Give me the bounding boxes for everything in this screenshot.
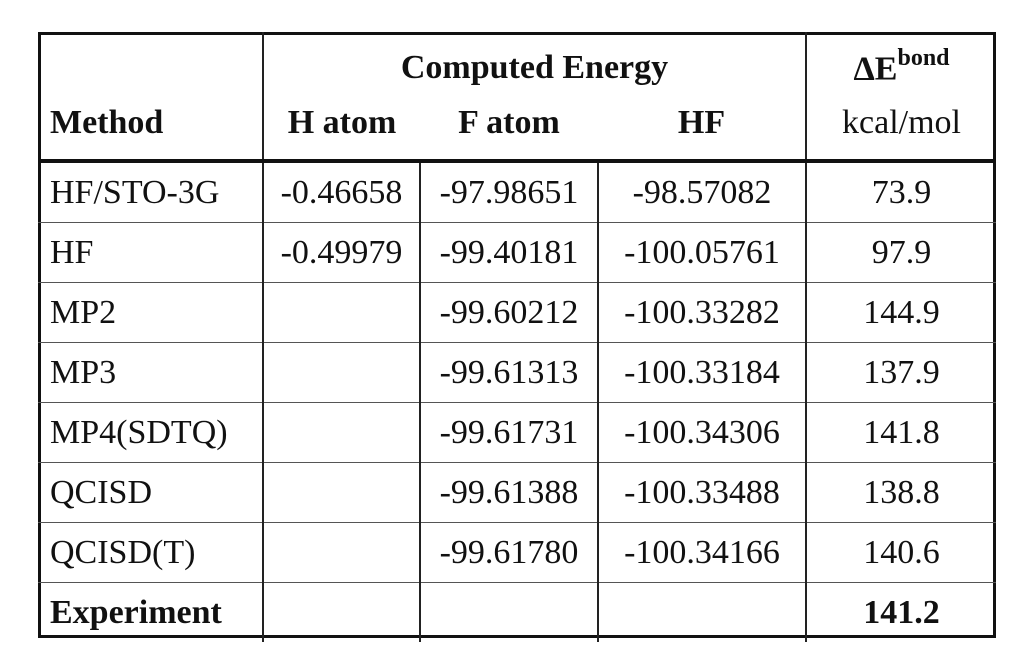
computed-energy-header: Computed Energy xyxy=(262,32,806,104)
table-row: MP2 -99.60212 -100.33282 144.9 xyxy=(38,282,996,343)
delta-e-cell: 141.8 xyxy=(805,402,996,463)
hf-cell: -100.33282 xyxy=(597,282,806,343)
hf-cell: -100.05761 xyxy=(597,222,806,283)
h-atom-header: H atom xyxy=(262,104,420,163)
f-atom-cell: -99.61731 xyxy=(419,402,598,463)
method-header: Method xyxy=(38,104,263,163)
delta-e-cell: 144.9 xyxy=(805,282,996,343)
method-cell: HF/STO-3G xyxy=(38,161,263,223)
hf-header: HF xyxy=(598,104,806,163)
h-atom-cell xyxy=(262,522,420,583)
table-row: Experiment 141.2 xyxy=(38,582,996,642)
method-cell: HF xyxy=(38,222,263,283)
h-atom-cell xyxy=(262,282,420,343)
hf-cell: -100.33488 xyxy=(597,462,806,523)
hf-cell: -98.57082 xyxy=(597,161,806,223)
h-atom-cell: -0.49979 xyxy=(262,222,420,283)
f-atom-cell xyxy=(419,582,598,642)
hf-cell xyxy=(597,582,806,642)
delta-e-label: ΔE xyxy=(853,50,898,88)
h-atom-cell xyxy=(262,462,420,523)
energy-table: Computed Energy ΔEbond Method H atom F a… xyxy=(38,32,996,642)
f-atom-cell: -99.61388 xyxy=(419,462,598,523)
f-atom-cell: -99.60212 xyxy=(419,282,598,343)
f-atom-cell: -99.40181 xyxy=(419,222,598,283)
method-cell: QCISD xyxy=(38,462,263,523)
h-atom-cell xyxy=(262,582,420,642)
table-row: MP4(SDTQ) -99.61731 -100.34306 141.8 xyxy=(38,402,996,463)
table-row: MP3 -99.61313 -100.33184 137.9 xyxy=(38,342,996,403)
h-atom-cell xyxy=(262,402,420,463)
hf-cell: -100.34166 xyxy=(597,522,806,583)
f-atom-cell: -97.98651 xyxy=(419,161,598,223)
hf-cell: -100.33184 xyxy=(597,342,806,403)
method-cell: MP3 xyxy=(38,342,263,403)
delta-e-superscript: bond xyxy=(897,45,950,72)
table-row: HF/STO-3G -0.46658 -97.98651 -98.57082 7… xyxy=(38,161,996,223)
header-blank-cell xyxy=(38,32,263,104)
h-atom-cell: -0.46658 xyxy=(262,161,420,223)
delta-e-cell: 97.9 xyxy=(805,222,996,283)
method-cell: QCISD(T) xyxy=(38,522,263,583)
method-cell: MP2 xyxy=(38,282,263,343)
delta-e-header: ΔEbond xyxy=(805,32,996,104)
delta-e-cell: 137.9 xyxy=(805,342,996,403)
f-atom-cell: -99.61780 xyxy=(419,522,598,583)
table-row: HF -0.49979 -99.40181 -100.05761 97.9 xyxy=(38,222,996,283)
h-atom-cell xyxy=(262,342,420,403)
table-row: QCISD -99.61388 -100.33488 138.8 xyxy=(38,462,996,523)
delta-e-cell: 140.6 xyxy=(805,522,996,583)
method-cell: Experiment xyxy=(50,593,222,631)
method-cell: MP4(SDTQ) xyxy=(38,402,263,463)
table-row: QCISD(T) -99.61780 -100.34166 140.6 xyxy=(38,522,996,583)
hf-cell: -100.34306 xyxy=(597,402,806,463)
delta-e-cell: 138.8 xyxy=(805,462,996,523)
delta-e-cell: 73.9 xyxy=(805,161,996,223)
delta-e-cell: 141.2 xyxy=(805,582,996,642)
unit-header: kcal/mol xyxy=(805,104,996,163)
header-row-top: Computed Energy ΔEbond xyxy=(38,32,996,104)
header-row-bottom: Method H atom F atom HF kcal/mol xyxy=(38,104,996,163)
f-atom-cell: -99.61313 xyxy=(419,342,598,403)
f-atom-header: F atom xyxy=(420,104,598,163)
